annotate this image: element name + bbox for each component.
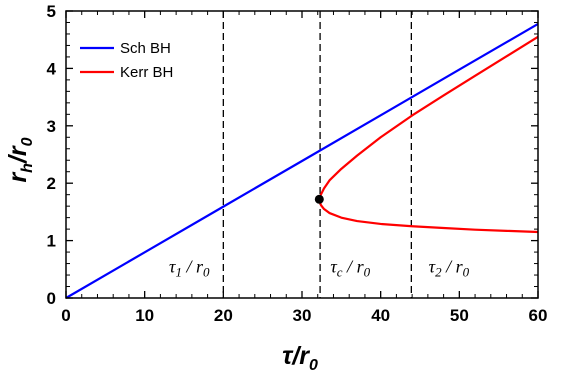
- y-axis-title-slash: /: [4, 153, 32, 164]
- legend-label: Sch BH: [120, 40, 171, 57]
- x-axis-title-base: r: [299, 342, 310, 370]
- series-line-sch-bh: [65, 22, 539, 299]
- region-label: τ2 / r0: [429, 256, 470, 279]
- plot-area: [66, 11, 538, 298]
- y-axis-title-main-sub: h: [19, 163, 36, 173]
- y-axis-title-base: r: [4, 145, 32, 156]
- y-tick-label: 5: [47, 2, 56, 21]
- y-tick-label: 0: [47, 289, 56, 308]
- y-tick-label: 3: [47, 117, 56, 136]
- x-tick-label: 40: [371, 306, 390, 325]
- x-tick-label: 60: [529, 306, 548, 325]
- region-labels: τ1 / r0 τc / r0 τ2 / r0: [169, 256, 470, 279]
- legend: Sch BH Kerr BH: [80, 40, 173, 81]
- y-axis-title-main: r: [4, 172, 32, 183]
- x-axis-title: τ/r0: [282, 342, 318, 374]
- x-tick-label: 20: [214, 306, 233, 325]
- y-axis-ticks: 0 1 2 3 4 5: [47, 2, 538, 308]
- vertical-lines: [222, 11, 412, 298]
- region-label: τc / r0: [330, 256, 370, 279]
- y-tick-label: 1: [47, 232, 56, 251]
- x-tick-label: 50: [450, 306, 469, 325]
- x-axis-title-sub: 0: [309, 357, 318, 374]
- x-axis-ticks: 0 10 20 30 40 50 60: [61, 11, 547, 325]
- legend-label: Kerr BH: [120, 64, 173, 81]
- x-tick-label: 10: [135, 306, 154, 325]
- x-axis-title-slash: /: [291, 342, 302, 370]
- plot-background: [66, 11, 538, 298]
- y-tick-label: 4: [47, 59, 57, 78]
- x-tick-label: 0: [61, 306, 70, 325]
- critical-point-marker: [314, 194, 324, 204]
- region-label: τ1 / r0: [169, 256, 210, 279]
- y-tick-label: 2: [47, 174, 56, 193]
- series-lines: [65, 22, 539, 299]
- y-axis-title-sub: 0: [19, 137, 36, 146]
- y-axis-title: rh/r0: [4, 137, 36, 182]
- x-axis-title-main: τ: [282, 342, 294, 370]
- x-tick-label: 30: [293, 306, 312, 325]
